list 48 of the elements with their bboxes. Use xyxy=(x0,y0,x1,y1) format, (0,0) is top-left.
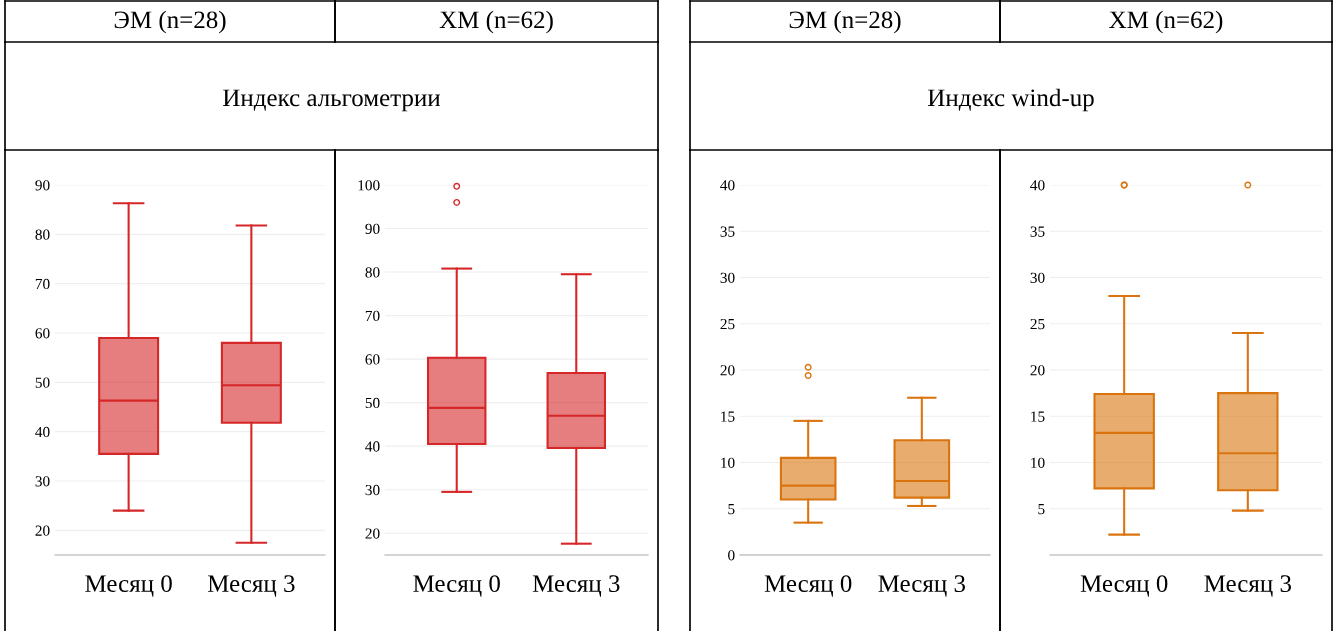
x-tick-label: Месяц 0 xyxy=(413,575,500,597)
y-tick-label: 15 xyxy=(721,411,735,422)
y-tick-label: 15 xyxy=(1031,411,1045,422)
y-tick-label: 40 xyxy=(365,441,380,452)
y-tick-label: 70 xyxy=(35,278,50,290)
x-tick-label: Месяц 3 xyxy=(207,575,295,597)
y-tick-label: 20 xyxy=(1030,365,1045,376)
y-tick-label: 5 xyxy=(1038,504,1045,515)
y-tick-label: 80 xyxy=(365,267,380,278)
y-tick-label: 30 xyxy=(720,272,735,283)
y-tick-label: 60 xyxy=(365,354,380,365)
y-tick-label: 10 xyxy=(721,457,735,468)
y-tick-label: 60 xyxy=(35,328,50,339)
y-tick-label: 50 xyxy=(35,377,50,388)
y-tick-label: 5 xyxy=(728,504,735,515)
x-tick-label: Месяц 0 xyxy=(85,575,172,597)
y-tick-label: 90 xyxy=(35,180,50,191)
y-tick-label: 20 xyxy=(365,528,380,539)
y-tick-label: 50 xyxy=(365,397,380,409)
y-tick-label: 30 xyxy=(35,476,50,487)
y-tick-label: 0 xyxy=(728,550,735,561)
y-tick-label: 25 xyxy=(720,318,735,330)
y-tick-label: 20 xyxy=(720,365,735,376)
x-tick-label: Месяц 3 xyxy=(878,575,965,597)
y-tick-label: 70 xyxy=(365,310,380,322)
chart-title: ЭМ (n=28) xyxy=(114,10,226,34)
x-tick-label: Месяц 0 xyxy=(764,575,852,597)
y-tick-label: 35 xyxy=(1030,226,1045,237)
y-tick-label: 20 xyxy=(35,525,50,536)
x-tick-label: Месяц 3 xyxy=(532,575,620,597)
y-tick-label: 35 xyxy=(720,226,735,237)
y-tick-label: 100 xyxy=(358,180,380,191)
chart-subtitle: Индекс альгометрии xyxy=(223,89,441,112)
y-tick-label: 30 xyxy=(365,484,380,496)
y-tick-label: 40 xyxy=(720,180,735,191)
y-tick-label: 40 xyxy=(1030,180,1045,191)
y-tick-label: 40 xyxy=(35,426,50,438)
y-tick-label: 80 xyxy=(35,229,50,240)
x-tick-label: Месяц 0 xyxy=(1080,575,1168,597)
chart-title: ХМ (n=62) xyxy=(1109,10,1223,34)
chart-subtitle: Индекс wind-up xyxy=(928,88,1094,112)
chart-title: ЭМ (n=28) xyxy=(789,10,901,34)
y-tick-label: 10 xyxy=(1031,457,1045,468)
x-tick-label: Месяц 3 xyxy=(1204,575,1291,597)
y-tick-label: 90 xyxy=(365,223,380,234)
y-tick-label: 25 xyxy=(1030,318,1045,330)
y-tick-label: 30 xyxy=(1030,272,1045,283)
chart-title: ХМ (n=62) xyxy=(439,10,553,34)
